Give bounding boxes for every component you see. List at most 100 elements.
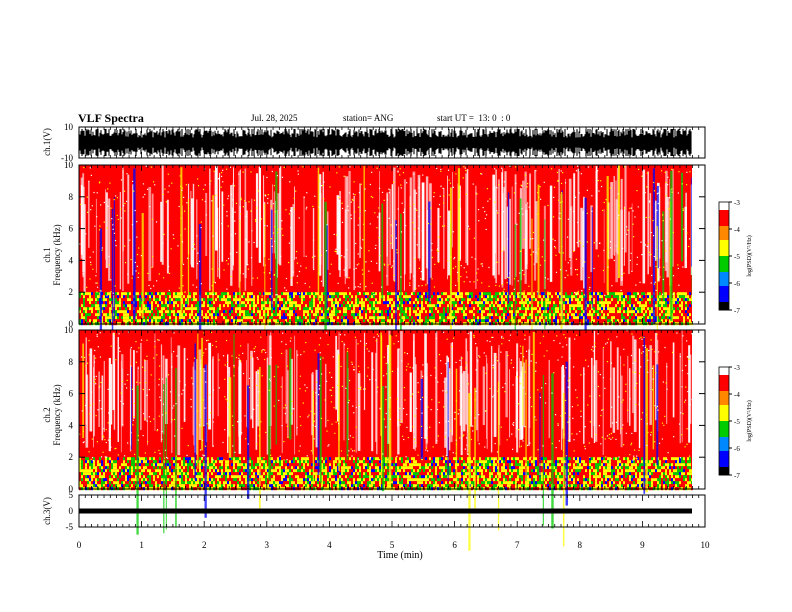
spectrogram-speckle	[656, 209, 658, 211]
spectrogram-cell	[513, 301, 515, 305]
spectrogram-cell	[571, 304, 573, 308]
spectrogram-cell	[181, 319, 183, 323]
spectrogram-cell	[145, 292, 147, 296]
spectrogram-streak	[610, 182, 613, 259]
spectrogram-speckle	[290, 227, 292, 229]
spectrogram-cell	[521, 319, 523, 323]
spectrogram-cell	[673, 304, 675, 308]
spectrogram-cell	[659, 298, 661, 302]
spectrogram-cell	[369, 298, 371, 302]
spectrogram-cell	[591, 310, 593, 314]
spectrogram-speckle	[494, 251, 496, 253]
spectrogram-speckle	[586, 212, 588, 214]
spectrogram-cell	[191, 298, 193, 302]
spectrogram-cell	[441, 319, 443, 323]
spectrogram-cell	[491, 292, 493, 296]
spectrogram-cell	[217, 298, 219, 302]
spectrogram-cell	[621, 295, 623, 299]
spectrogram-speckle	[664, 171, 666, 174]
spectrogram-speckle	[243, 200, 246, 202]
spectrogram-cell	[113, 457, 115, 461]
spectrogram-speckle	[588, 276, 590, 279]
spectrogram-cell	[421, 298, 423, 302]
spectrogram-speckle	[528, 206, 530, 208]
spectrogram-cell	[245, 298, 247, 302]
spectrogram-cell	[529, 295, 531, 299]
spectrogram-cell	[103, 457, 105, 461]
spectrogram-speckle	[550, 168, 553, 170]
spectrogram-cell	[485, 298, 487, 302]
spectrogram-speckle	[164, 188, 166, 190]
spectrogram-cell	[255, 292, 257, 296]
spectrogram-cell	[117, 295, 119, 299]
spectrogram-cell	[575, 313, 577, 317]
spectrogram-impulse	[264, 203, 266, 362]
spectrogram-cell	[559, 310, 561, 314]
spectrogram-cell	[309, 319, 311, 323]
colorbar-cell	[719, 300, 729, 303]
spectrogram-speckle	[421, 230, 423, 232]
spectrogram-cell	[101, 463, 103, 467]
spectrogram-speckle	[482, 206, 484, 209]
spectrogram-cell	[301, 301, 303, 305]
spectrogram-cell	[169, 292, 171, 296]
spectrogram-cell	[649, 307, 651, 311]
spectrogram-cell	[515, 301, 517, 305]
spectrogram-cell	[217, 304, 219, 308]
spectrogram-cell	[145, 460, 147, 464]
spectrogram-speckle	[81, 245, 83, 248]
spectrogram-cell	[283, 295, 285, 299]
spectrogram-speckle	[204, 200, 206, 203]
spectrogram-speckle	[465, 193, 468, 195]
spectrogram-cell	[625, 319, 627, 323]
spectrogram-cell	[415, 310, 417, 314]
spectrogram-speckle	[270, 205, 272, 207]
colorbar-cell	[719, 246, 729, 249]
spectrogram-speckle	[210, 180, 212, 182]
spectrogram-cell	[487, 292, 489, 296]
spectrogram-speckle	[447, 169, 450, 171]
spectrogram-cell	[549, 316, 551, 320]
spectrogram-cell	[481, 313, 483, 317]
spectrogram-cell	[303, 301, 305, 305]
spectrogram-speckle	[351, 198, 353, 201]
spectrogram-cell	[659, 310, 661, 314]
spectrogram-cell	[197, 310, 199, 314]
spectrogram-cell	[197, 292, 199, 296]
spectrogram-cell	[515, 298, 517, 302]
spectrogram-speckle	[418, 267, 420, 270]
spectrogram-speckle	[192, 284, 194, 286]
spectrogram-cell	[593, 298, 595, 302]
spectrogram-cell	[289, 292, 291, 296]
start-time-label: start UT = 13: 0 : 0	[437, 113, 511, 123]
spectrogram-speckle	[523, 165, 525, 167]
spectrogram-speckle	[181, 189, 183, 191]
spectrogram-cell	[455, 319, 457, 323]
spectrogram-cell	[95, 313, 97, 317]
spectrogram-cell	[301, 307, 303, 311]
spectrogram-speckle	[556, 171, 558, 174]
spectrogram-speckle	[391, 235, 393, 237]
spectrogram-cell	[529, 307, 531, 311]
spectrogram-cell	[507, 316, 509, 320]
spectrogram-impulse	[363, 166, 365, 291]
spectrogram-cell	[283, 292, 285, 296]
spectrogram-cell	[621, 292, 623, 296]
spectrogram-cell	[135, 292, 137, 296]
spectrogram-cell	[615, 316, 617, 320]
spectrogram-cell	[91, 316, 93, 320]
spectrogram-cell	[551, 313, 553, 317]
spectrogram-speckle	[388, 192, 390, 194]
spectrogram-cell	[83, 292, 85, 296]
spectrogram-cell	[457, 316, 459, 320]
spectrogram-cell	[491, 307, 493, 311]
spectrogram-cell	[145, 316, 147, 320]
spectrogram-cell	[311, 310, 313, 314]
spectrogram-cell	[541, 292, 543, 296]
spectrogram-cell	[205, 292, 207, 296]
spectrogram-cell	[365, 310, 367, 314]
spectrogram-cell	[79, 484, 81, 488]
spectrogram-cell	[489, 313, 491, 317]
spectrogram-cell	[487, 304, 489, 308]
spectrogram-cell	[547, 316, 549, 320]
